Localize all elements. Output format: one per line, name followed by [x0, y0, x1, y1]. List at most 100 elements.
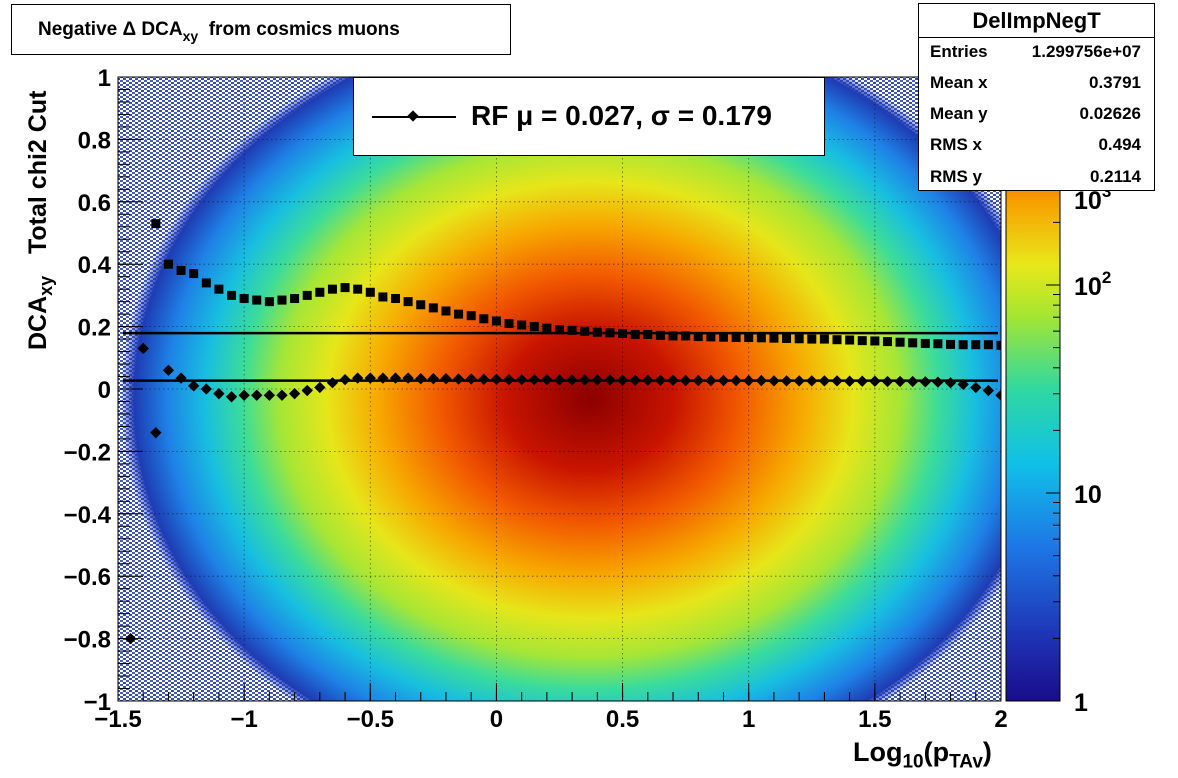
title-prefix: Negative Δ DCA: [38, 19, 183, 40]
diamond-marker: [225, 391, 238, 403]
density-blob: [120, 77, 1001, 701]
y-tick-label: 0.4: [78, 252, 112, 279]
diamond-marker: [352, 372, 364, 384]
diamond-marker: [465, 373, 477, 385]
square-marker: [681, 331, 691, 341]
diamond-marker: [528, 373, 540, 386]
diamond-marker: [793, 375, 805, 387]
square-marker: [580, 326, 590, 336]
title-suffix: from cosmics muons: [208, 19, 400, 40]
diamond-marker: [553, 374, 566, 386]
square-marker: [782, 333, 792, 343]
square-marker: [605, 328, 615, 338]
diamond-marker: [150, 427, 162, 439]
square-marker: [353, 284, 363, 294]
square-marker: [655, 330, 665, 340]
stats-label: Mean y: [930, 104, 988, 123]
diamond-marker: [730, 374, 742, 387]
square-marker: [365, 287, 375, 297]
plot-area: [118, 77, 1001, 701]
y-tick-label: −0.6: [64, 564, 111, 591]
diamond-marker: [743, 374, 755, 387]
square-marker: [857, 336, 867, 346]
square-marker: [214, 284, 224, 294]
diamond-marker: [591, 374, 603, 386]
stats-label: RMS x: [930, 135, 982, 154]
diamond-marker: [717, 374, 730, 387]
legend-label: RF μ = 0.027, σ = 0.179: [471, 100, 772, 131]
square-marker: [277, 295, 287, 305]
square-marker: [693, 332, 703, 342]
diamond-marker: [200, 383, 212, 395]
x-tick-label: 2: [994, 706, 1007, 733]
square-marker: [971, 340, 981, 350]
square-marker: [706, 332, 716, 342]
square-marker: [466, 311, 476, 321]
y-tick-label: −0.4: [64, 502, 112, 529]
x-tick-label: −1: [230, 706, 257, 733]
title-box: Negative Δ DCAxy from cosmics muons: [11, 4, 511, 55]
diamond-marker: [957, 378, 969, 390]
diamond-marker: [162, 364, 175, 376]
x-tick-label: −0.5: [347, 706, 394, 733]
y-tick-label: 0.8: [78, 127, 111, 154]
diamond-marker: [314, 381, 326, 394]
square-marker: [290, 294, 300, 304]
x-tick-label: 1: [742, 706, 755, 733]
square-marker: [479, 314, 489, 324]
square-marker: [618, 328, 628, 338]
diamond-marker: [188, 380, 200, 392]
diamond-marker: [579, 374, 591, 386]
diamond-marker: [541, 373, 553, 386]
diamond-marker: [213, 388, 225, 400]
square-marker: [668, 331, 678, 341]
square-marker: [933, 339, 943, 349]
colorbar-label: 10: [1074, 481, 1102, 509]
square-marker: [592, 327, 602, 337]
square-marker: [895, 337, 905, 347]
x-axis-title-paren: (p: [923, 737, 950, 767]
diamond-marker: [944, 377, 957, 389]
square-marker: [555, 325, 564, 335]
title-subscript: xy: [182, 28, 199, 44]
diamond-marker: [629, 374, 641, 386]
stats-value: 0.02626: [1079, 104, 1141, 123]
square-marker: [163, 259, 173, 269]
stats-label: Entries: [930, 42, 988, 61]
square-marker: [302, 290, 312, 300]
y-axis-title-sub: xy: [36, 275, 56, 296]
diamond-marker: [238, 389, 250, 401]
stats-histogram-name: DelImpNegT: [919, 4, 1154, 38]
diamond-marker: [440, 373, 452, 385]
profile-markers: [124, 219, 1001, 645]
colorbar-axis: 1 10 102 103: [1005, 76, 1111, 717]
square-marker: [996, 340, 1001, 350]
diamond-marker: [478, 373, 490, 385]
square-marker: [517, 320, 527, 330]
x-axis-title-sub: 10: [902, 751, 924, 773]
diamond-marker: [970, 381, 982, 394]
diamond-marker: [415, 373, 427, 385]
diamond-marker: [566, 374, 578, 386]
square-marker: [630, 329, 640, 339]
colorbar-label: 1: [1074, 689, 1088, 717]
diamond-marker: [705, 374, 717, 387]
y-tick-label: −0.2: [64, 439, 111, 466]
square-marker: [315, 287, 325, 297]
y-tick-label: 1: [98, 65, 111, 92]
diamond-marker: [995, 389, 1001, 401]
square-marker: [769, 333, 779, 343]
diamond-marker: [503, 373, 515, 386]
stats-value: 1.299756e+07: [1031, 42, 1141, 61]
square-marker: [845, 335, 855, 345]
square-marker: [201, 278, 211, 288]
axis-ticks: [117, 76, 1002, 702]
y-tick-label: 0: [98, 377, 111, 404]
x-axis-title-log: Log: [853, 737, 903, 767]
diamond-marker: [831, 375, 843, 387]
diamond-marker: [339, 373, 351, 386]
x-tick-label: 0: [490, 706, 503, 733]
diamond-marker: [919, 376, 931, 388]
legend: RF μ = 0.027, σ = 0.179: [353, 77, 825, 156]
square-marker: [567, 325, 577, 335]
